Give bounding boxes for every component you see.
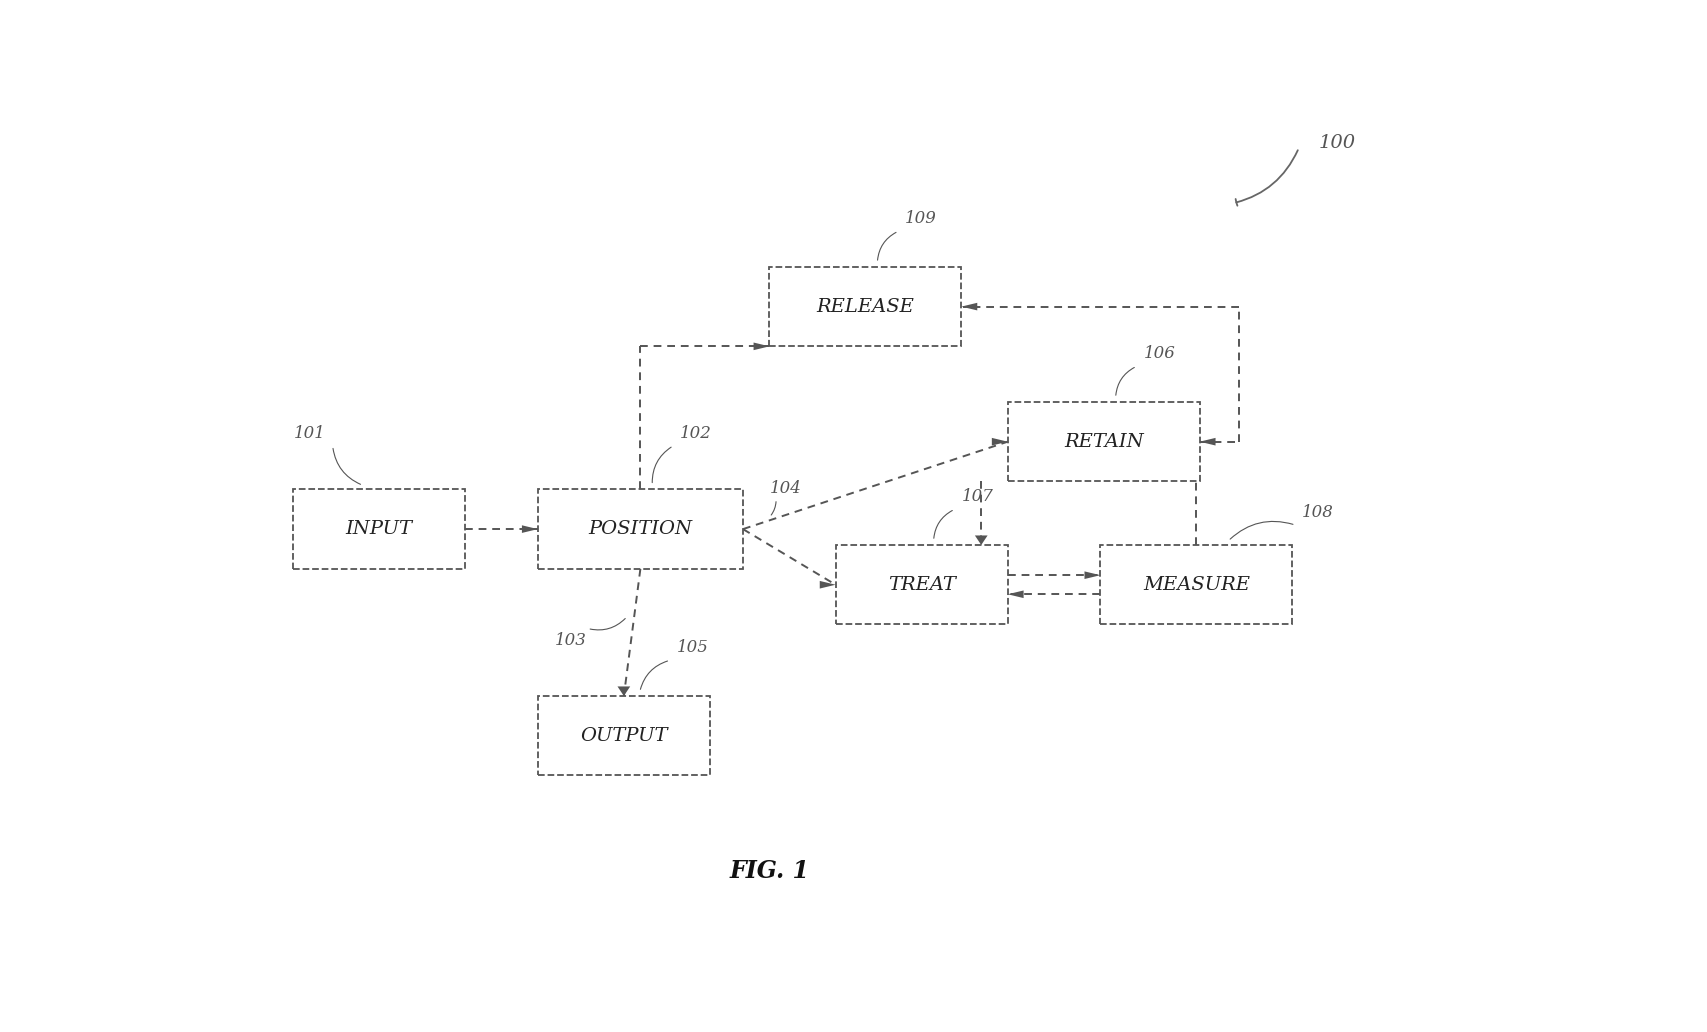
Text: TREAT: TREAT bbox=[888, 576, 954, 593]
Text: 100: 100 bbox=[1318, 134, 1355, 152]
Text: OUTPUT: OUTPUT bbox=[580, 727, 667, 745]
Text: 103: 103 bbox=[555, 633, 586, 649]
Bar bbox=[538, 696, 710, 775]
Polygon shape bbox=[618, 686, 630, 696]
Text: 108: 108 bbox=[1301, 505, 1333, 521]
Polygon shape bbox=[1084, 572, 1099, 579]
Text: 104: 104 bbox=[770, 480, 801, 497]
Polygon shape bbox=[1198, 438, 1215, 446]
Polygon shape bbox=[961, 302, 976, 311]
Text: 105: 105 bbox=[676, 639, 708, 656]
Bar bbox=[538, 489, 743, 569]
Text: INPUT: INPUT bbox=[345, 520, 411, 538]
Text: MEASURE: MEASURE bbox=[1142, 576, 1250, 593]
Polygon shape bbox=[975, 536, 987, 545]
Text: POSITION: POSITION bbox=[587, 520, 691, 538]
Text: 101: 101 bbox=[294, 425, 326, 442]
Polygon shape bbox=[753, 343, 770, 350]
Bar bbox=[770, 267, 961, 347]
Text: RELEASE: RELEASE bbox=[816, 297, 913, 316]
Text: RETAIN: RETAIN bbox=[1063, 432, 1144, 451]
Bar bbox=[1099, 545, 1292, 624]
Polygon shape bbox=[992, 438, 1007, 446]
Text: FIG. 1: FIG. 1 bbox=[729, 859, 809, 882]
Bar bbox=[294, 489, 464, 569]
Bar bbox=[835, 545, 1007, 624]
Polygon shape bbox=[522, 525, 538, 533]
Polygon shape bbox=[819, 581, 835, 588]
Polygon shape bbox=[1007, 590, 1022, 599]
Text: 107: 107 bbox=[961, 488, 993, 506]
Text: 106: 106 bbox=[1142, 346, 1174, 362]
Bar bbox=[1007, 402, 1198, 481]
Text: 102: 102 bbox=[679, 425, 712, 442]
Text: 109: 109 bbox=[905, 211, 937, 227]
